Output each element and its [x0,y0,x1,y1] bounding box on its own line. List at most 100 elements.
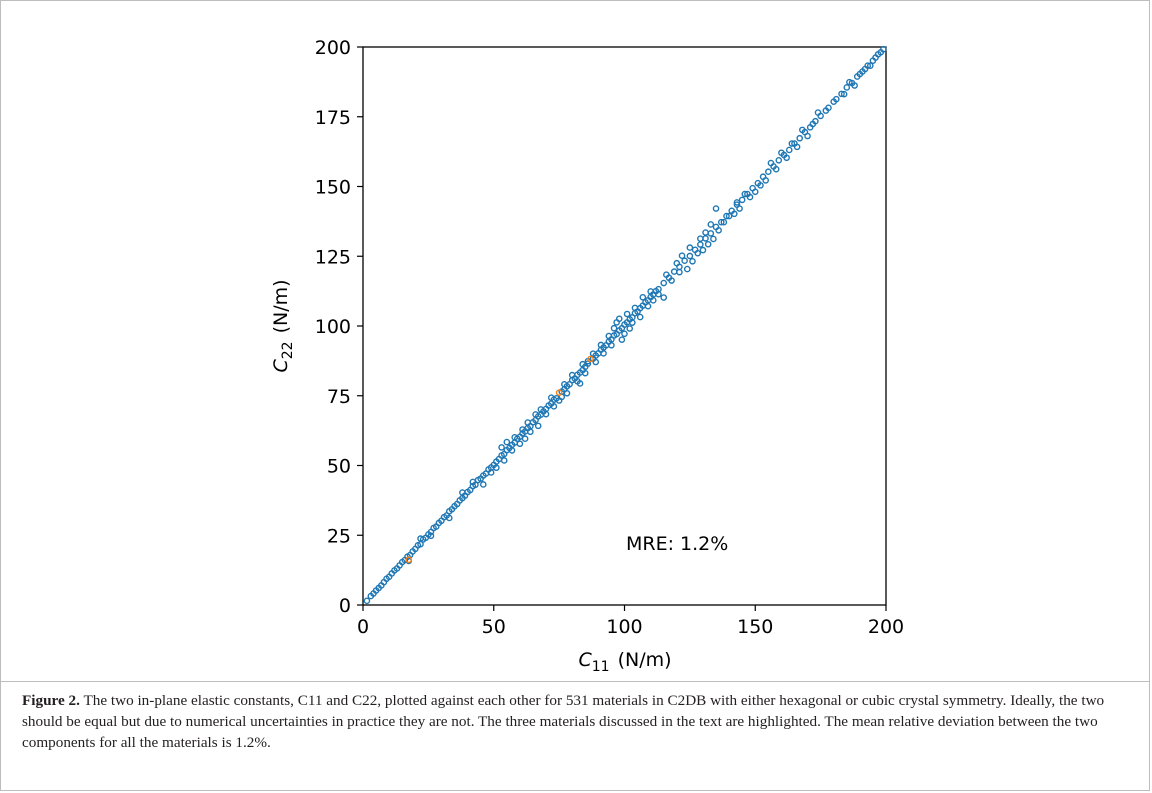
x-tick-label: 100 [606,616,642,638]
highlighted-material-point [405,556,413,564]
material-point [799,126,806,134]
figure-caption: Figure 2. The two in-plane elastic const… [0,681,1150,753]
material-point [715,227,722,234]
material-point [579,360,586,368]
material-point [445,514,453,522]
material-point [697,241,704,248]
material-point [775,156,783,164]
material-point [681,257,688,265]
material-point [741,190,749,198]
material-point [592,358,600,366]
material-point [487,469,495,476]
material-point [678,252,686,259]
material-point [846,78,853,86]
x-axis-title: C11 (N/m) [578,649,671,675]
material-point [647,288,654,295]
material-point [765,168,772,176]
material-point [686,244,694,251]
material-point [550,403,558,410]
material-point [660,294,668,301]
y-tick-label: 75 [327,386,351,408]
material-point [524,419,532,426]
material-point [417,535,424,542]
y-tick-label: 100 [315,316,351,338]
x-axis-unit: (N/m) [618,649,672,671]
material-point [623,310,631,318]
x-tick-label: 0 [357,616,369,638]
caption-divider [0,681,1150,682]
material-point [663,271,670,278]
material-point [636,313,644,321]
x-tick-label: 50 [482,616,506,638]
mre-annotation: MRE: 1.2% [626,533,728,555]
material-point [581,369,589,377]
material-point [702,235,709,242]
material-point [547,394,555,402]
material-point [704,240,712,248]
material-point [762,177,770,184]
material-point [527,428,534,436]
materials-series [363,45,887,605]
material-point [725,212,733,220]
material-point [707,230,715,237]
material-point [809,120,817,128]
material-point [532,411,539,418]
material-point [629,319,636,326]
material-point [511,434,518,441]
material-point [508,447,516,454]
material-point [516,440,524,448]
material-point [519,426,526,433]
material-point [707,221,715,228]
material-point [615,315,623,323]
material-point [427,532,435,540]
y-axis-subscript: 22 [280,341,296,359]
material-point [733,199,741,206]
material-point [689,257,696,265]
material-point [712,205,720,212]
material-point [621,330,628,338]
material-point [649,297,657,304]
material-point [676,268,683,276]
y-tick-label: 0 [339,595,351,617]
material-point [660,279,668,287]
scatter-plot: 0 50 100 150 200 0 25 50 75 100 125 150 175 200 MRE:… [270,37,904,675]
material-point [840,90,848,98]
material-point [563,389,571,397]
material-point [710,235,717,243]
material-point [576,380,584,387]
material-point [778,149,785,157]
material-point [851,82,858,89]
material-point [459,489,466,496]
material-point [796,134,804,142]
material-point [767,159,775,167]
material-point [631,304,639,312]
material-point [673,259,681,267]
material-point [534,422,542,430]
y-axis-title: C22 (N/m) [270,279,296,372]
material-point [683,265,691,273]
material-point [772,165,780,173]
material-point [605,332,613,340]
material-point [469,478,477,486]
caption-lead: Figure 2. [22,692,80,709]
material-point [783,154,790,162]
x-tick-label: 150 [737,616,773,638]
material-point [568,371,576,379]
material-point [867,62,874,69]
material-point [702,229,709,236]
material-point [686,252,694,260]
material-point [608,341,615,349]
material-point [561,381,568,388]
material-point [731,210,738,218]
x-axis-symbol: C [578,649,592,671]
material-point [479,481,487,488]
material-point [757,182,764,189]
material-point [872,54,879,61]
material-point [500,457,508,464]
material-point [856,70,864,78]
y-axis-unit: (N/m) [270,279,292,333]
material-point [644,302,652,310]
material-point [793,143,801,151]
material-point [694,249,702,257]
